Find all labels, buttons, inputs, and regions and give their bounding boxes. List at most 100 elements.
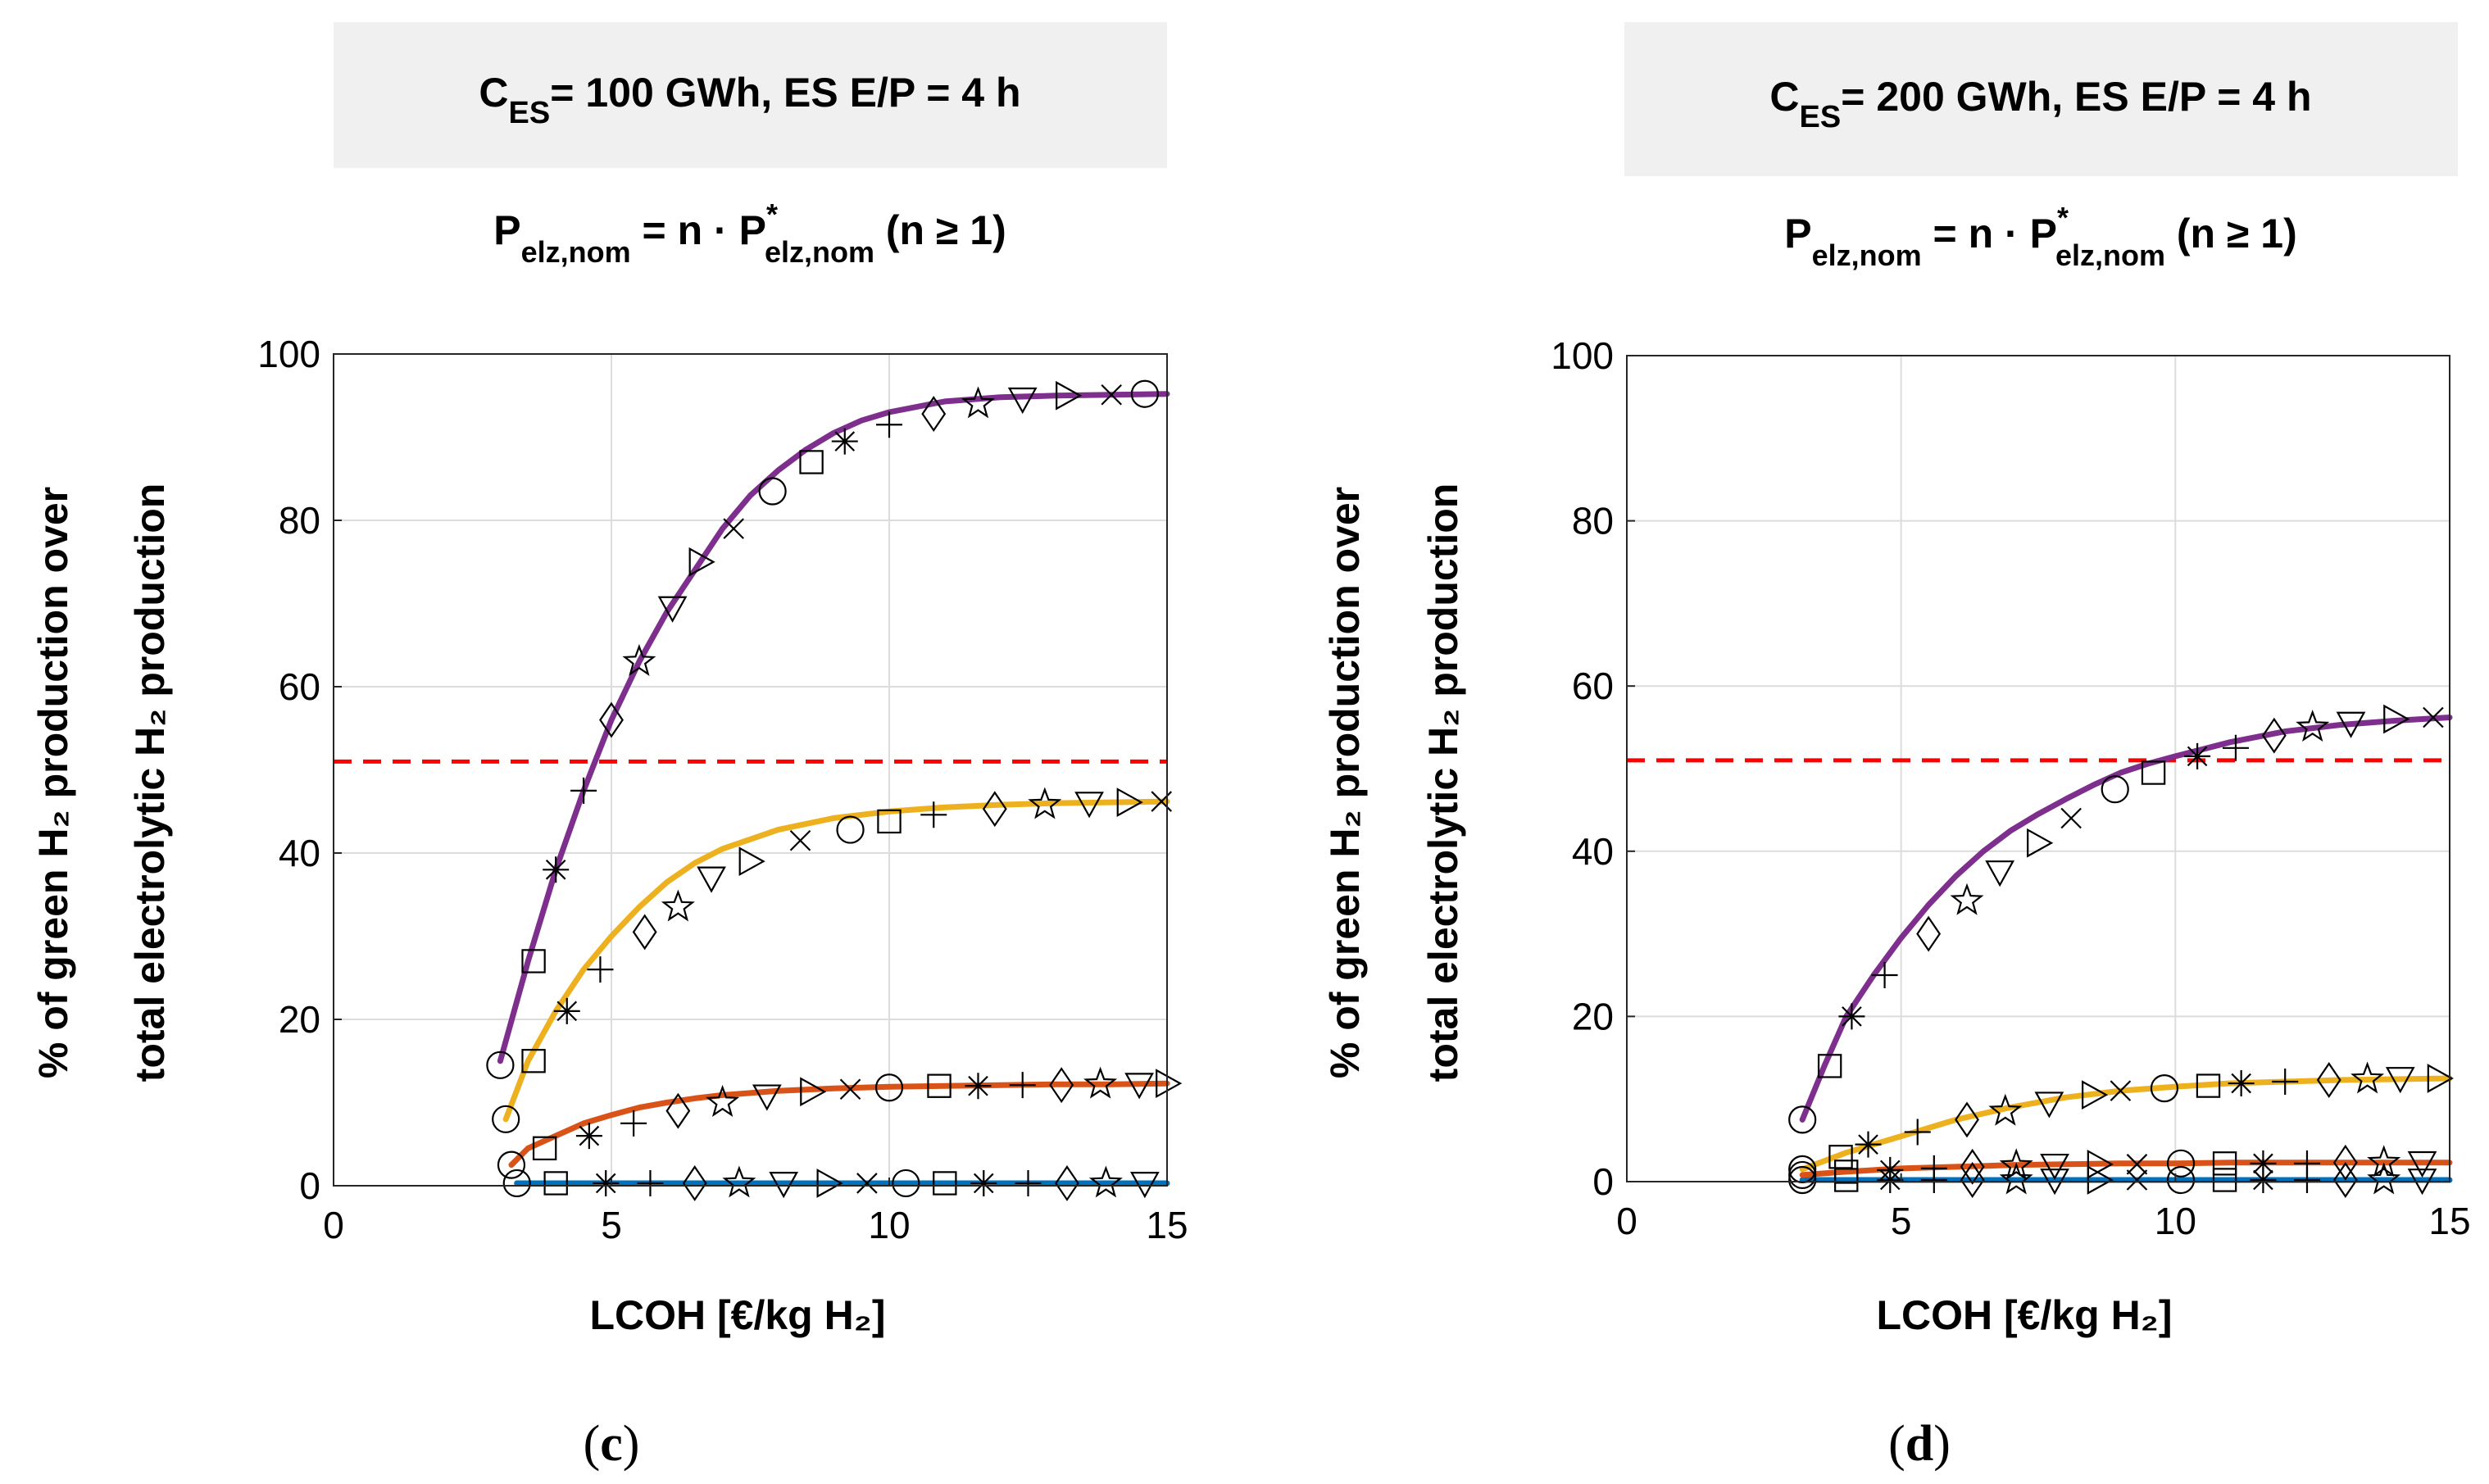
cross-marker [1151,791,1172,812]
diamond-marker [665,1092,691,1129]
circle-marker [1788,1160,1817,1190]
y-tick-label: 40 [1572,830,1614,873]
plus-marker [637,1169,664,1196]
panel-label: (c) [584,1416,640,1472]
asterisk-marker [965,1073,992,1100]
series-line-yellow [502,798,1170,1123]
square-marker [927,1073,952,1098]
x-tick-label: 0 [323,1204,344,1246]
plus-marker [2272,1069,2299,1096]
x-axis-label: LCOH [€/kg H₂] [589,1292,885,1338]
triangle-right-marker [688,547,715,577]
triangle-down-marker [1074,792,1104,819]
triangle-down-marker [657,596,688,623]
triangle-right-marker [2427,1064,2454,1093]
cross-marker [856,1173,878,1194]
asterisk-marker [1838,1003,1865,1030]
triangle-right-marker [1056,380,1083,411]
star-marker [722,1165,756,1198]
y-tick-label: 20 [1572,995,1614,1037]
series-line-purple [497,391,1170,1064]
star-marker [661,889,695,922]
x-axis-label: LCOH [€/kg H₂] [1876,1292,2172,1338]
chart-panel-d: CES= 200 GWh, ES E/P = 4 h Pelz,nom = n … [1322,22,2471,1472]
triangle-right-marker [1156,1069,1183,1099]
circle-marker [497,1150,526,1179]
diamond-marker [1960,1162,1985,1198]
star-marker [1028,787,1062,819]
square-marker [543,1171,568,1196]
star-marker [1988,1093,2023,1126]
triangle-down-marker [2336,711,2366,738]
panel-label: (d) [1888,1416,1951,1472]
triangle-right-marker [2087,1149,2114,1179]
asterisk-marker [1855,1131,1882,1158]
y-tick-label: 20 [279,998,320,1041]
y-tick-label: 40 [279,832,320,874]
asterisk-marker [831,428,858,455]
star-marker [961,386,996,419]
circle-marker [758,477,787,506]
circle-marker [2166,1149,2196,1178]
star-marker [1950,883,1984,915]
diamond-marker [1916,915,1942,952]
plus-marker [587,956,614,983]
triangle-right-marker [816,1169,843,1198]
diamond-marker [1955,1101,1979,1138]
diamond-marker [921,396,947,433]
circle-marker [1788,1105,1817,1134]
square-marker [1834,1168,1859,1192]
formula-label: Pelz,nom = n · P* elz,nom (n ≥ 1) [1784,201,2297,272]
diamond-marker [2261,717,2287,754]
diamond-marker [2316,1062,2341,1098]
x-tick-label: 15 [2428,1200,2470,1242]
square-marker [933,1171,957,1196]
plus-marker [620,1110,647,1137]
square-marker [521,1049,546,1073]
star-marker [2367,1145,2401,1178]
cross-marker [839,1078,861,1101]
square-marker [799,450,824,474]
asterisk-marker [593,1169,620,1196]
star-marker [706,1084,740,1117]
y-tick-label: 0 [299,1164,320,1207]
asterisk-marker [575,1123,602,1150]
cross-marker [789,830,811,851]
y-tick-label: 60 [279,665,320,708]
star-marker [1083,1066,1118,1099]
plus-marker [876,411,902,438]
star-marker [1999,1162,2033,1195]
triangle-right-marker [2082,1080,2109,1110]
y-axis-label-line2: total electrolytic H₂ production [127,483,173,1082]
circle-marker [836,815,865,844]
diamond-marker [1055,1164,1079,1201]
plot-frame [1626,355,2450,1182]
square-marker [2212,1151,2237,1176]
y-tick-label: 80 [1572,500,1614,542]
plus-marker [1009,1072,1036,1099]
circle-marker [492,1105,520,1133]
y-tick-label: 0 [1592,1160,1614,1203]
data-markers [486,379,1183,1201]
circle-marker [2166,1165,2196,1195]
header-box [1624,22,2458,176]
circle-marker [2150,1073,2179,1103]
diamond-marker [599,701,624,738]
diamond-marker [982,791,1007,828]
star-marker [622,643,656,676]
plot-area [334,354,1167,1186]
y-tick-label: 100 [1551,334,1614,377]
circle-marker [1130,379,1159,408]
square-marker [532,1136,557,1161]
plus-marker [570,777,597,804]
triangle-down-marker [1124,1073,1154,1100]
star-marker [2350,1061,2385,1094]
triangle-down-marker [1130,1172,1160,1199]
cross-marker [723,518,744,539]
plus-marker [1871,962,1898,988]
y-axis-label-line2: total electrolytic H₂ production [1420,483,1466,1082]
asterisk-marker [970,1169,997,1196]
star-marker [1999,1148,2033,1181]
asterisk-marker [2250,1150,2277,1177]
